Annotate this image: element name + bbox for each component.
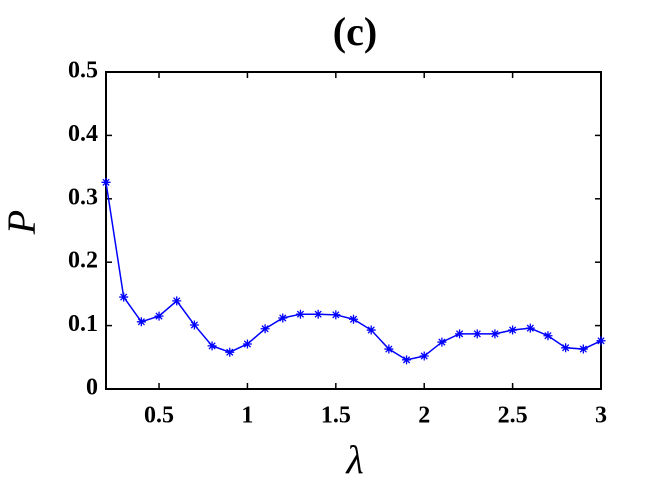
x-tick-label: 3 — [595, 403, 607, 429]
x-axis-label: λ — [345, 437, 363, 482]
series-line — [105, 182, 602, 361]
data-point — [349, 314, 358, 324]
data-point — [402, 355, 412, 365]
data-point — [295, 309, 305, 319]
y-tick-label: 0.4 — [68, 121, 98, 147]
data-point — [508, 325, 518, 335]
data-point — [525, 323, 535, 333]
data-point — [189, 320, 199, 330]
y-tick-label: 0.3 — [68, 184, 98, 210]
data-point — [207, 341, 217, 351]
x-tick-label: 0.5 — [144, 403, 174, 429]
data-point — [596, 336, 606, 346]
data-point — [561, 343, 571, 353]
data-point — [278, 313, 288, 323]
data-point — [490, 329, 500, 339]
data-point — [225, 347, 235, 357]
y-tick-label: 0.1 — [68, 311, 98, 337]
data-point — [242, 339, 252, 349]
data-point — [313, 309, 323, 319]
x-tick-label: 2 — [418, 403, 430, 429]
data-point — [331, 310, 341, 320]
x-tick-label: 2.5 — [498, 403, 528, 429]
data-point — [101, 177, 111, 187]
chart-title: (c) — [333, 9, 377, 54]
data-point — [136, 317, 146, 327]
data-point — [543, 331, 553, 341]
data-point — [384, 344, 394, 354]
data-point — [455, 329, 465, 339]
data-point — [472, 329, 482, 339]
y-axis-label: P — [0, 210, 44, 235]
data-point — [119, 292, 129, 302]
x-tick-label: 1 — [241, 403, 253, 429]
data-point — [172, 296, 182, 306]
y-tick-label: 0 — [86, 375, 98, 401]
data-point — [154, 311, 164, 321]
data-point — [366, 325, 376, 335]
data-point — [260, 324, 270, 334]
x-tick-label: 1.5 — [321, 403, 351, 429]
axes-box — [105, 71, 602, 390]
data-point — [578, 344, 588, 354]
y-tick-label: 0.2 — [68, 248, 98, 274]
y-tick-label: 0.5 — [68, 58, 98, 84]
data-point — [419, 351, 429, 361]
data-point — [437, 337, 447, 347]
